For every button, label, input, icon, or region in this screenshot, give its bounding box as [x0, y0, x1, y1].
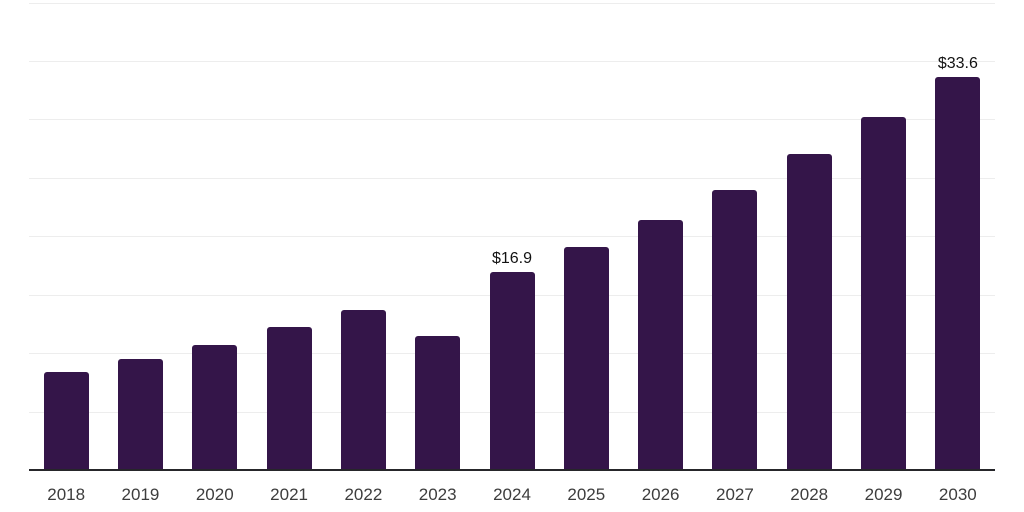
gridline-y-35 [29, 60, 995, 62]
x-tick-label-2023: 2023 [418, 485, 457, 504]
x-tick-label-2020: 2020 [195, 485, 234, 504]
x-tick-label-2019: 2019 [121, 485, 160, 504]
gridline-y-30 [29, 119, 995, 121]
bar-2028 [786, 154, 832, 470]
x-tick-label-2018: 2018 [47, 485, 86, 504]
bar-2020 [192, 344, 238, 470]
x-axis-line [29, 469, 995, 471]
x-tick-label-2028: 2028 [790, 485, 829, 504]
bar-2023 [415, 335, 461, 470]
bar-2029 [861, 117, 907, 470]
bar-2022 [340, 309, 386, 470]
x-tick-label-2027: 2027 [716, 485, 754, 504]
x-tick-label-2021: 2021 [270, 485, 308, 504]
x-tick-label-2030: 2030 [938, 485, 977, 504]
x-tick-label-2022: 2022 [344, 485, 383, 504]
gridline-y-40 [29, 2, 995, 4]
gridline-y-20 [29, 236, 995, 238]
bar-2021 [266, 327, 312, 470]
x-tick-label-2024: 2024 [493, 485, 531, 504]
bar-2019 [117, 358, 163, 470]
gridline-y-25 [29, 177, 995, 179]
bar-2024 [489, 272, 535, 470]
bar-2027 [712, 189, 758, 470]
bar-2025 [563, 246, 609, 470]
bar-2030 [935, 77, 981, 470]
bar-2026 [638, 219, 684, 470]
x-tick-label-2026: 2026 [641, 485, 680, 504]
bar-2018 [43, 371, 89, 470]
bar-value-label-2030: $33.6 [937, 55, 978, 73]
bar-value-label-2024: $16.9 [491, 250, 533, 268]
x-tick-label-2025: 2025 [567, 485, 606, 504]
x-tick-label-2029: 2029 [864, 485, 903, 504]
